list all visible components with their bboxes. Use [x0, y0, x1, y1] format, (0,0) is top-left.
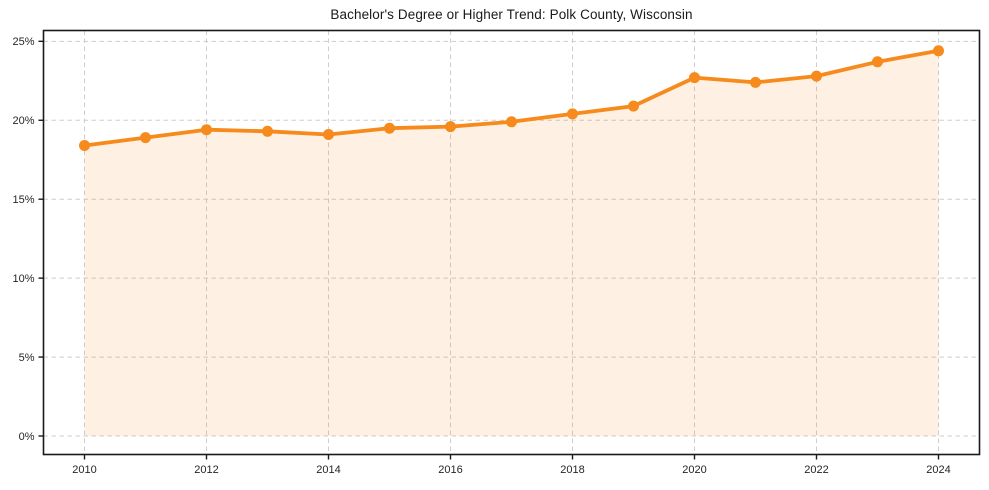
y-tick-label: 25% — [12, 36, 34, 48]
data-point-2013 — [262, 125, 273, 137]
x-tick-label: 2020 — [682, 464, 706, 476]
axis-frame — [42, 29, 981, 456]
plot-area — [43, 30, 980, 455]
data-point-2023 — [872, 56, 883, 68]
chart-title: Bachelor's Degree or Higher Trend: Polk … — [330, 7, 693, 22]
data-point-2016 — [445, 121, 456, 133]
x-tick-label: 2024 — [926, 464, 950, 476]
y-tick-label: 0% — [19, 431, 35, 443]
area-fill — [84, 50, 939, 437]
data-point-2020 — [689, 72, 700, 84]
data-point-2012 — [201, 124, 212, 136]
x-tick-label: 2010 — [72, 464, 96, 476]
x-tick-label: 2014 — [316, 464, 340, 476]
x-tick-label: 2022 — [804, 464, 828, 476]
y-tick-label: 10% — [12, 273, 34, 285]
x-tick-label: 2012 — [194, 464, 218, 476]
data-point-2024 — [933, 45, 944, 57]
y-tick-label: 5% — [19, 352, 35, 364]
x-tick-label: 2016 — [438, 464, 462, 476]
data-point-2017 — [506, 116, 517, 128]
data-point-2019 — [628, 100, 639, 112]
y-tick-label: 15% — [12, 194, 34, 206]
data-point-2021 — [750, 76, 761, 88]
data-point-2014 — [323, 129, 334, 140]
data-point-2018 — [567, 108, 578, 120]
data-point-2015 — [384, 122, 395, 134]
x-tick-label: 2018 — [560, 464, 584, 476]
data-point-2011 — [140, 132, 151, 144]
data-point-2010 — [79, 140, 90, 151]
data-point-2022 — [811, 70, 822, 82]
y-tick-label: 20% — [12, 115, 34, 127]
